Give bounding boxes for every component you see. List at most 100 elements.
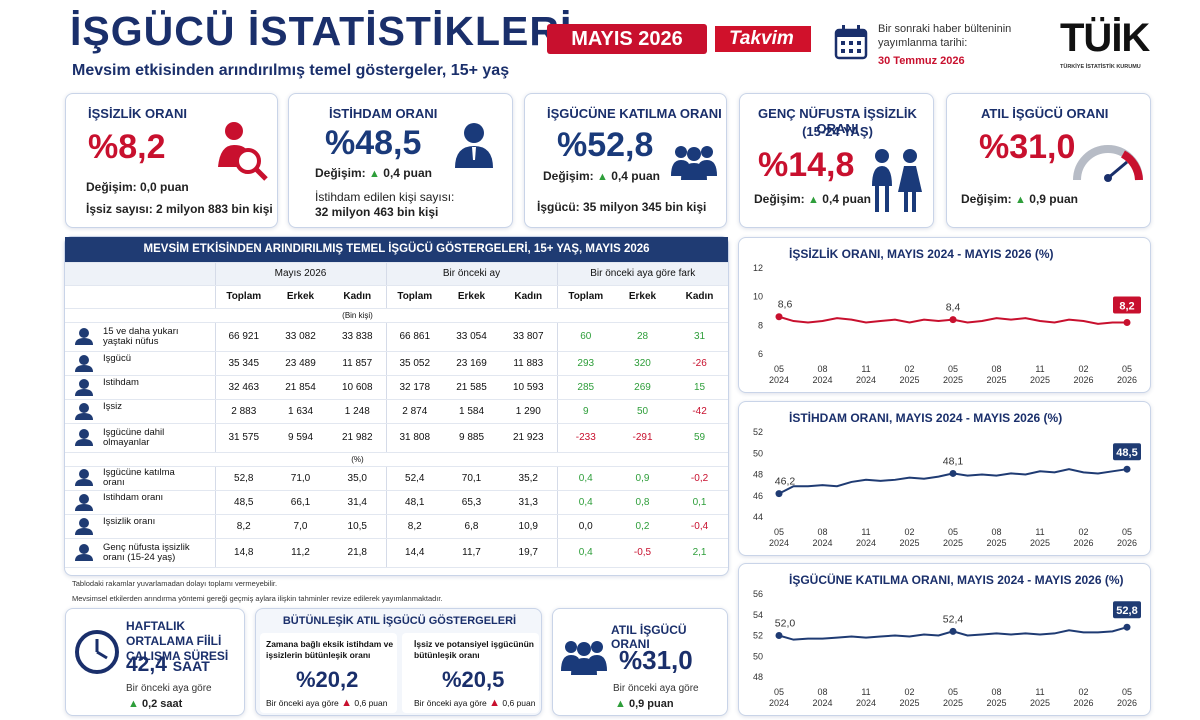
kpi-note: İstihdam edilen kişi sayısı:: [315, 190, 455, 204]
value-label: 46,2: [775, 476, 796, 488]
table-cell: 35,2: [500, 466, 557, 491]
change-value: 0,9 puan: [628, 698, 674, 710]
kpi-note: İşsiz sayısı: 2 milyon 883 bin kişi: [86, 202, 273, 216]
kpi-card: ATIL İŞGÜCÜ ORANI %31,0 Değişim: ▲ 0,9 p…: [946, 93, 1151, 228]
x-tick-label: 11 2024: [856, 687, 876, 708]
people-icon: [671, 146, 717, 180]
change-label: Değişim:: [315, 166, 366, 180]
person-icon: [455, 123, 493, 168]
y-tick-label: 48: [753, 470, 763, 480]
x-tick-label: 08 2025: [986, 687, 1006, 708]
people-icon: [561, 641, 607, 675]
data-row: İşgücüne katılma oranı 52,8 71,0 35,0 52,4 70…: [65, 466, 729, 491]
table-cell: 0,1: [671, 490, 729, 515]
column-header: Kadın: [500, 285, 557, 309]
column-header: Erkek: [272, 285, 329, 309]
x-tick-label: 11 2025: [1030, 687, 1050, 708]
table-cell: 48,5: [214, 490, 272, 515]
point-marker: [775, 632, 783, 639]
x-tick-label: 05 2025: [943, 527, 963, 548]
value-label: 52,0: [775, 618, 796, 630]
x-tick-label: 11 2025: [1030, 364, 1050, 385]
x-tick-label: 05 2024: [769, 527, 789, 548]
row-label-cell: Genç nüfusta işsizlik oranı (15-24 yaş): [65, 538, 215, 568]
table-cell: 14,4: [385, 538, 443, 568]
kpi-value: %48,5: [325, 124, 422, 162]
kpi-title: İSTİHDAM ORANI: [329, 106, 438, 121]
row-icon: [75, 428, 93, 446]
table-cell: 70,1: [443, 466, 500, 491]
x-tick-label: 05 2024: [769, 364, 789, 385]
slack-item: İşsiz ve potansiyel işgücünün bütünleşik…: [402, 633, 539, 713]
table-cell: 35,0: [329, 466, 386, 491]
blank: [386, 308, 729, 323]
table-cell: 23 489: [272, 351, 329, 376]
kpi-value: %8,2: [88, 128, 166, 166]
row-label-cell: 15 ve daha yukarı yaştaki nüfus: [65, 322, 215, 352]
table-cell: 33 082: [272, 322, 329, 352]
gauge-icon: [1073, 145, 1143, 182]
row-label: İşgücüne katılma oranı: [103, 468, 175, 488]
column-header: Toplam: [385, 285, 443, 309]
y-tick-label: 48: [753, 672, 763, 682]
table-cell: 11 883: [500, 351, 557, 376]
kpi-card: GENÇ NÜFUSTA İŞSİZLİK ORANI (15-24 YAŞ) …: [739, 93, 934, 228]
table-cell: 1 584: [443, 399, 500, 424]
change-value: 0,4 puan: [611, 169, 660, 183]
unit-row: (%): [65, 452, 729, 467]
kpi-title: GENÇ NÜFUSTA İŞSİZLİK ORANI: [758, 106, 917, 136]
data-row: İşgücüne dahil olmayanlar 31 575 9 594 21 9…: [65, 423, 729, 453]
table-cell: 66 921: [214, 322, 272, 352]
point-marker: [949, 469, 957, 477]
table-cell: 1 248: [329, 399, 386, 424]
source-logo: Takvim: [715, 26, 811, 52]
table-cell: 320: [614, 351, 671, 376]
table-cell: 32 463: [214, 375, 272, 400]
row-label: İşgücüne dahil olmayanlar: [103, 427, 165, 448]
kpi-card: İŞGÜCÜNE KATILMA ORANI %52,8 Değişim: ▲ …: [524, 93, 727, 228]
row-icon: [75, 379, 93, 396]
chart-card: İŞSİZLİK ORANI, MAYIS 2024 - MAYIS 2026 …: [738, 237, 1151, 393]
point-marker: [1123, 318, 1131, 326]
change-value: 0,4 puan: [822, 192, 871, 206]
slack-label: İşsiz ve potansiyel işgücünün bütünleşik…: [414, 639, 534, 660]
kpi-value: %14,8: [758, 146, 855, 184]
group-row: Mayıs 2026 Bir önceki ay Bir önceki aya gö…: [65, 262, 729, 286]
table-cell: 0,4: [556, 538, 614, 568]
table-cell: 52,4: [385, 466, 443, 491]
x-tick-label: 08 2024: [812, 687, 832, 708]
row-icon: [75, 355, 93, 372]
x-tick-label: 05 2025: [943, 364, 963, 385]
blank: [65, 285, 215, 309]
data-row: İşgücü 35 345 23 489 11 857 35 052 23 169 11 8…: [65, 351, 729, 376]
y-tick-label: 46: [753, 491, 763, 501]
group-header: Bir önceki ay: [385, 262, 557, 286]
data-row: İşsiz 2 883 1 634 1 248 2 874 1 584 1 290 9 50 -4…: [65, 399, 729, 424]
column-header: Erkek: [443, 285, 500, 309]
x-tick-label: 05 2026: [1117, 364, 1137, 385]
value-label: 52,4: [943, 613, 964, 625]
table-cell: 11,2: [272, 538, 329, 568]
x-tick-label: 05 2025: [943, 687, 963, 708]
arrow-up: ▲: [341, 697, 353, 709]
value-label: 48,5: [1116, 447, 1137, 459]
table-cell: -0,4: [671, 514, 729, 539]
table-cell: 11,7: [443, 538, 500, 568]
table-cell: 21 982: [329, 423, 386, 453]
change-label: Bir önceki aya göre: [126, 683, 212, 694]
table-cell: 52,8: [214, 466, 272, 491]
tuik-caption: TÜRKİYE İSTATİSTİK KURUMU: [1060, 64, 1141, 70]
chart: İŞSİZLİK ORANI, MAYIS 2024 - MAYIS 2026 …: [753, 246, 1141, 385]
unit-label: (Bin kişi): [329, 308, 386, 323]
table-cell: 21 854: [272, 375, 329, 400]
table-cell: 2,1: [671, 538, 729, 568]
kpi-title: İŞSİZLİK ORANI: [88, 106, 187, 121]
table-title-row: MEVSİM ETKİSİNDEN ARINDIRILMIŞ TEMEL İŞG…: [65, 237, 729, 263]
x-tick-label: 08 2025: [986, 527, 1006, 548]
x-tick-label: 08 2025: [986, 364, 1006, 385]
table-cell: -26: [671, 351, 729, 376]
y-tick-label: 54: [753, 610, 763, 620]
table-cell: 293: [556, 351, 614, 376]
kpi-subtitle: (15-24 YAŞ): [802, 124, 873, 139]
table-cell: 8,2: [214, 514, 272, 539]
